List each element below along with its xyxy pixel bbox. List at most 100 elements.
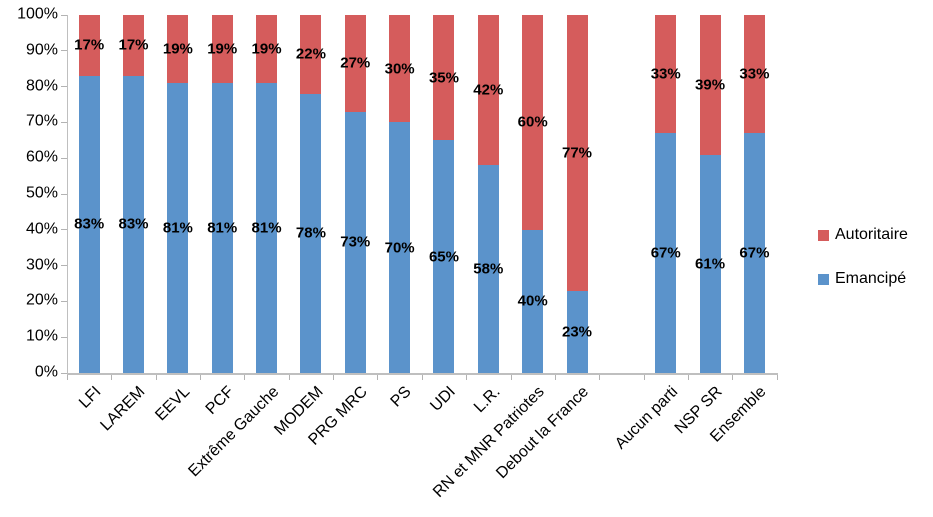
y-axis-tick-label: 20% — [25, 292, 58, 310]
x-axis-category-label: UDI — [427, 383, 460, 415]
bar-segment-emancipé — [211, 83, 233, 373]
y-axis-tick-label: 90% — [25, 41, 58, 59]
x-axis-tick — [421, 375, 423, 380]
x-axis-category-label: PCF — [202, 383, 238, 418]
legend-swatch-autoritaire-icon — [818, 229, 829, 241]
x-axis-tick — [732, 375, 734, 380]
bar-segment-autoritaire — [655, 15, 677, 134]
y-axis-tick-label: 0% — [34, 363, 58, 381]
y-axis-tick — [61, 157, 67, 159]
data-label-autoritaire: 17% — [74, 36, 105, 54]
x-axis-tick — [288, 375, 290, 380]
x-axis-tick — [599, 375, 601, 380]
y-axis-tick — [61, 229, 67, 231]
y-axis-tick-label: 70% — [25, 113, 58, 131]
x-axis-category-label: PS — [387, 383, 415, 411]
x-axis-tick — [377, 375, 379, 380]
bar-segment-emancipé — [123, 75, 145, 373]
y-axis-tick — [61, 265, 67, 267]
data-label-autoritaire: 77% — [562, 144, 593, 162]
bar-segment-emancipé — [256, 83, 278, 373]
bar-segment-emancipé — [566, 290, 588, 373]
y-axis-tick — [61, 336, 67, 338]
x-axis-tick — [643, 375, 645, 380]
data-label-emancipé: 73% — [340, 233, 371, 251]
y-axis-tick-label: 80% — [25, 77, 58, 95]
data-label-autoritaire: 33% — [650, 65, 681, 83]
legend-item-autoritaire: Autoritaire — [818, 226, 908, 244]
x-axis-category-label: LFI — [76, 383, 105, 412]
x-axis-tick — [510, 375, 512, 380]
x-axis-tick — [466, 375, 468, 380]
bar-segment-autoritaire — [389, 15, 411, 123]
bar-segment-autoritaire — [256, 15, 278, 84]
y-axis-tick-label: 60% — [25, 148, 58, 166]
data-label-emancipé: 67% — [739, 244, 770, 262]
x-axis-tick — [687, 375, 689, 380]
data-label-autoritaire: 27% — [340, 54, 371, 72]
y-axis-tick-label: 100% — [17, 5, 58, 23]
x-axis-category-label: Aucun parti — [611, 383, 682, 453]
data-label-autoritaire: 42% — [473, 81, 504, 99]
bar-segment-emancipé — [300, 93, 322, 373]
bar-segment-autoritaire — [211, 15, 233, 84]
y-axis-tick — [61, 86, 67, 88]
bar-segment-autoritaire — [477, 15, 499, 166]
bar-segment-emancipé — [522, 229, 544, 373]
bar-segment-autoritaire — [566, 15, 588, 291]
bar-segment-autoritaire — [344, 15, 366, 112]
data-label-emancipé: 81% — [207, 219, 238, 237]
data-label-autoritaire: 19% — [251, 40, 282, 58]
x-axis-tick — [333, 375, 335, 380]
data-label-emancipé: 81% — [251, 219, 282, 237]
data-label-autoritaire: 17% — [118, 36, 149, 54]
data-label-emancipé: 78% — [295, 224, 326, 242]
x-axis-tick — [776, 375, 778, 380]
bar-segment-emancipé — [167, 83, 189, 373]
bar-segment-autoritaire — [522, 15, 544, 230]
legend-swatch-emancipe-icon — [818, 273, 829, 285]
data-label-emancipé: 70% — [384, 239, 415, 257]
bar-segment-emancipé — [78, 75, 100, 373]
data-label-autoritaire: 35% — [428, 69, 459, 87]
bar-segment-emancipé — [389, 122, 411, 373]
x-axis-category-label: L.R. — [470, 383, 504, 417]
y-axis-tick-label: 30% — [25, 256, 58, 274]
data-label-autoritaire: 19% — [162, 40, 193, 58]
data-label-autoritaire: 33% — [739, 65, 770, 83]
bar-segment-emancipé — [433, 140, 455, 373]
bar-segment-emancipé — [344, 111, 366, 373]
bar-segment-emancipé — [655, 133, 677, 373]
bar-segment-autoritaire — [300, 15, 322, 94]
y-axis-line — [67, 15, 68, 374]
bar-segment-emancipé — [699, 154, 721, 373]
x-axis-tick — [244, 375, 246, 380]
x-axis-tick — [554, 375, 556, 380]
data-label-emancipé: 23% — [562, 323, 593, 341]
y-axis-tick — [61, 14, 67, 16]
data-label-autoritaire: 19% — [207, 40, 238, 58]
data-label-autoritaire: 22% — [295, 45, 326, 63]
bar-segment-emancipé — [743, 133, 765, 373]
legend-label-emancipe: Emancipé — [835, 270, 907, 287]
bar-segment-autoritaire — [78, 15, 100, 76]
x-axis-category-label: LAREM — [97, 383, 149, 435]
data-label-emancipé: 81% — [162, 219, 193, 237]
bar-segment-autoritaire — [167, 15, 189, 84]
data-label-emancipé: 61% — [695, 255, 726, 273]
data-label-emancipé: 65% — [428, 248, 459, 266]
bar-segment-autoritaire — [743, 15, 765, 134]
data-label-autoritaire: 60% — [517, 113, 548, 131]
data-label-emancipé: 67% — [650, 244, 681, 262]
y-axis-tick — [61, 121, 67, 123]
x-axis-line — [67, 373, 778, 375]
data-label-emancipé: 83% — [118, 215, 149, 233]
y-axis-tick — [61, 50, 67, 52]
data-label-autoritaire: 30% — [384, 60, 415, 78]
y-axis-tick-label: 10% — [25, 327, 58, 345]
legend-item-emancipe: Emancipé — [818, 270, 908, 288]
x-axis-category-label: EEVL — [152, 383, 194, 425]
data-label-emancipé: 40% — [517, 292, 548, 310]
y-axis-tick-label: 50% — [25, 184, 58, 202]
y-axis-tick — [61, 372, 67, 374]
